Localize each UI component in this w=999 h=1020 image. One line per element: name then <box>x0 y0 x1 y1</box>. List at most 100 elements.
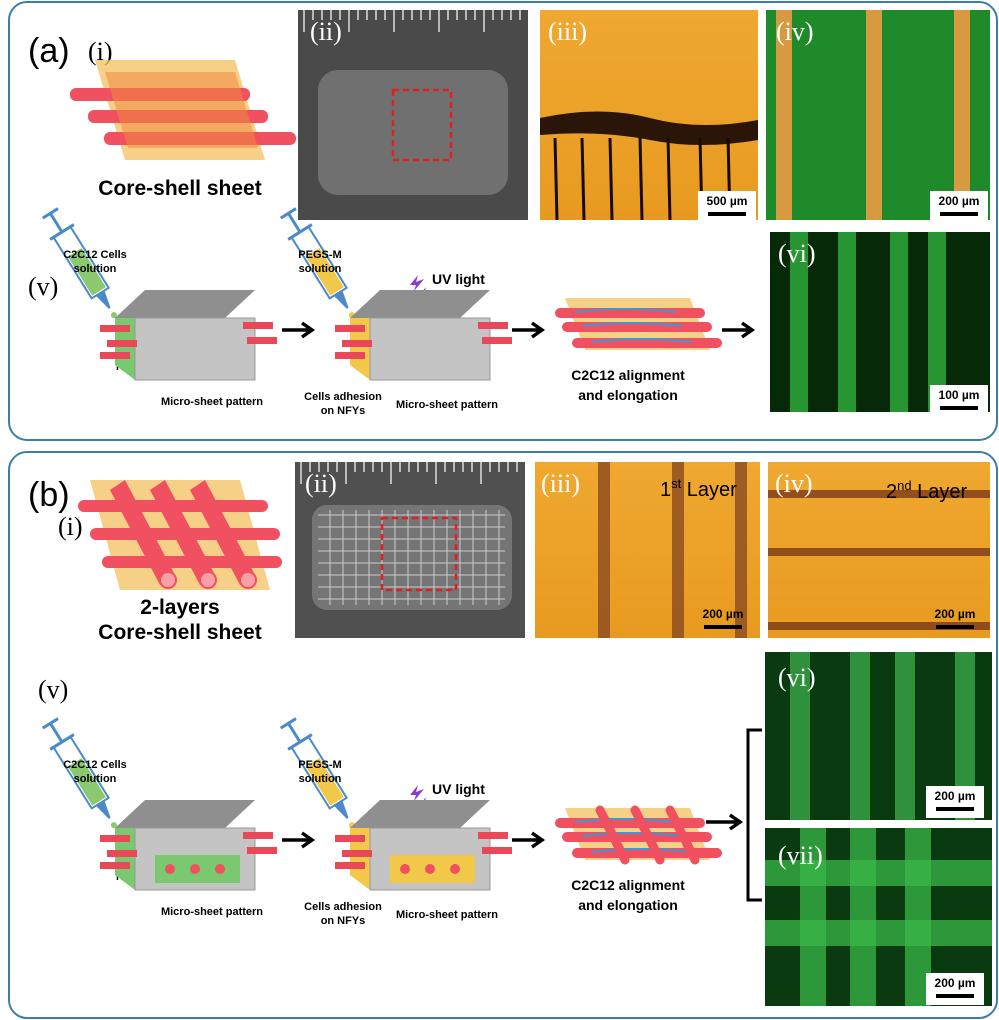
process: C2C12 CellssolutionNFYsMicro-sheet patte… <box>38 716 740 927</box>
fiber <box>335 352 365 359</box>
arrow <box>282 323 312 337</box>
shape <box>160 572 176 588</box>
fiber-end <box>400 864 410 874</box>
label: Micro-sheet pattern <box>396 909 498 921</box>
fiber <box>598 462 610 638</box>
cell-band <box>765 920 992 946</box>
scale-bar-line <box>940 406 978 410</box>
subpanel-label: (ii) <box>310 17 342 46</box>
shape <box>240 572 256 588</box>
label: Micro-sheet pattern <box>161 396 263 408</box>
fiber <box>342 340 372 347</box>
label: Micro-sheet pattern <box>396 399 498 411</box>
scale-bar-label: 200 µm <box>939 194 980 208</box>
fiber <box>107 340 137 347</box>
label: C2C12 alignment <box>571 367 685 383</box>
panel-label: (b) <box>28 476 70 514</box>
panel-label: (a) <box>28 32 70 70</box>
fiber <box>478 322 508 329</box>
caption: Core-shell sheet <box>98 621 261 644</box>
sheet-illustration <box>70 60 296 160</box>
sheet-illustration <box>78 480 282 590</box>
label: Micro-sheet pattern <box>161 906 263 918</box>
scale-bar: 500 µm <box>698 191 756 223</box>
subpanel-label: (vi) <box>778 663 816 692</box>
process: C2C12 CellssolutionNFYsMicro-sheet patte… <box>38 206 752 417</box>
fiber <box>555 138 557 220</box>
fiber <box>768 548 990 556</box>
cell-band <box>890 232 908 412</box>
sample <box>312 505 512 610</box>
fiber-end <box>215 864 225 874</box>
fiber <box>243 832 273 839</box>
label: solution <box>299 263 342 275</box>
fiber <box>100 325 130 332</box>
uv-bolt <box>410 785 424 801</box>
cell-band <box>838 232 856 412</box>
subpanel-label: (ii) <box>305 469 337 498</box>
layer-suffix: nd <box>897 478 911 493</box>
fiber <box>640 138 642 220</box>
subpanel-label: (vi) <box>778 239 816 268</box>
label: solution <box>299 773 342 785</box>
scale-bar: 200 µm <box>935 607 976 629</box>
shape <box>200 572 216 588</box>
scale-bar: 200 µm <box>926 786 984 818</box>
subpanel-label: (iv) <box>775 469 813 498</box>
fiber <box>478 832 508 839</box>
label: and elongation <box>578 387 678 403</box>
fiber <box>100 352 130 359</box>
fiber <box>335 835 365 842</box>
label: and elongation <box>578 897 678 913</box>
label: C2C12 Cells <box>63 759 127 771</box>
scale-bar-line <box>704 625 742 629</box>
bracket <box>748 730 762 900</box>
block-top <box>115 800 255 828</box>
label: C2C12 Cells <box>63 249 127 261</box>
cell-band <box>850 828 876 1006</box>
scale-bar-label: 200 µm <box>935 607 976 621</box>
cell-band <box>850 652 870 820</box>
fiber <box>100 835 130 842</box>
layer-number: 2 <box>886 481 897 503</box>
arrow <box>722 323 752 337</box>
scale-bar-line <box>936 807 974 811</box>
label: C2C12 alignment <box>571 877 685 893</box>
fiber <box>482 847 512 854</box>
fiber <box>335 862 365 869</box>
label: PEGS-M <box>298 249 341 261</box>
scale-bar: 200 µm <box>703 607 744 629</box>
cell-band <box>895 652 915 820</box>
shape <box>160 572 256 588</box>
fiber <box>107 850 137 857</box>
subpanel-label: (vii) <box>778 841 823 870</box>
label: Cells adhesion <box>304 901 382 913</box>
scale-bar-label: 200 µm <box>703 607 744 621</box>
subpanel-label: (i) <box>58 512 83 541</box>
subpanel-label: (v) <box>38 675 68 704</box>
caption: 2-layers <box>140 596 219 619</box>
scale-bar-label: 100 µm <box>939 388 980 402</box>
block-top <box>350 290 490 318</box>
fiber-end <box>450 864 460 874</box>
shape <box>105 72 258 148</box>
layer-text: Layer <box>912 481 968 503</box>
label: solution <box>74 263 117 275</box>
arrow <box>512 833 542 847</box>
label: UV light <box>432 781 485 797</box>
block-front <box>370 318 490 380</box>
scale-bar-label: 500 µm <box>707 194 748 208</box>
fiber <box>482 337 512 344</box>
caption: Core-shell sheet <box>98 177 261 200</box>
subpanel-label: (iv) <box>776 17 814 46</box>
fiber-end <box>190 864 200 874</box>
scale-bar: 200 µm <box>926 973 984 1005</box>
fiber <box>100 862 130 869</box>
page: {"panel_a":{"label":"(a)", "sheet":{"lab… <box>0 0 999 1020</box>
label: UV light <box>432 271 485 287</box>
label: on NFYs <box>321 405 366 417</box>
arrow <box>706 815 740 829</box>
block-top <box>350 800 490 828</box>
uv-bolt <box>410 275 424 291</box>
block-front <box>135 318 255 380</box>
